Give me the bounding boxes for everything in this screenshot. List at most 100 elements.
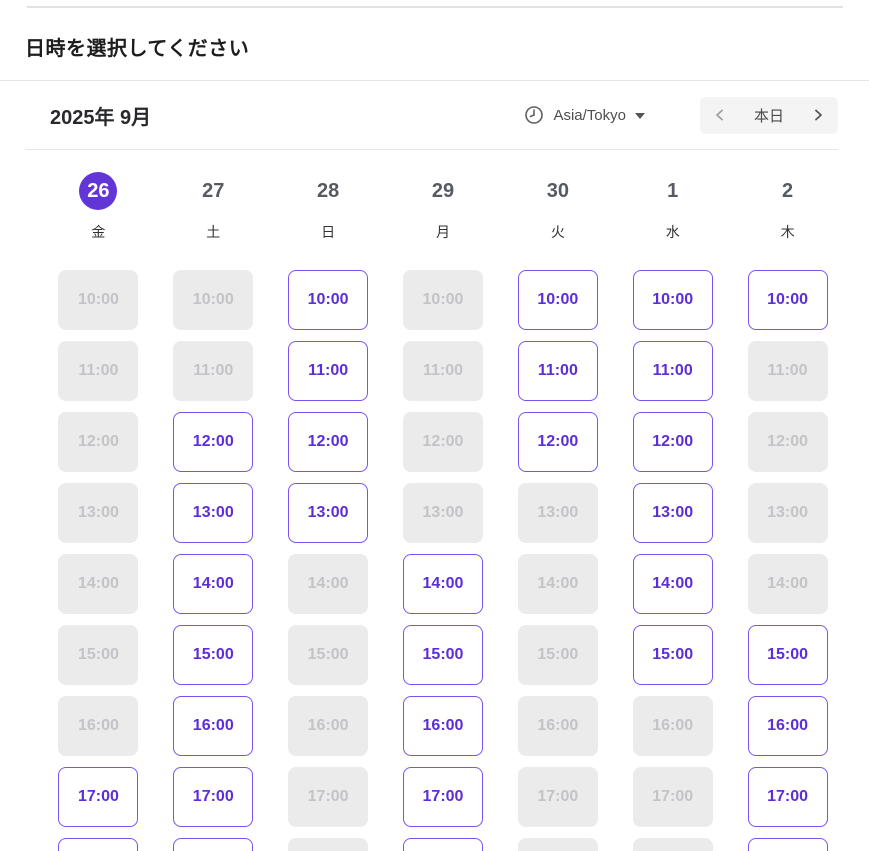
time-slot-disabled: 16:00 [58, 696, 139, 756]
day-number-selected[interactable]: 26 [79, 172, 118, 210]
day-header[interactable]: 27 土 [156, 172, 271, 242]
weekday-label: 土 [206, 224, 221, 240]
time-slot-disabled: 12:00 [747, 412, 828, 472]
timezone-label: Asia/Tokyo [553, 106, 626, 124]
booking-widget: 日時を選択してください 2025年 9月 Asia/Tokyo [0, 6, 869, 851]
weekday-label: 金 [91, 224, 106, 240]
time-slot-disabled: 11:00 [747, 341, 828, 401]
day-header[interactable]: 26 金 [41, 172, 156, 242]
time-slot-disabled: 18:00 [517, 838, 598, 851]
time-slot-disabled: 13:00 [517, 483, 598, 543]
chevron-down-icon [635, 113, 645, 119]
time-slot-button[interactable]: 16:00 [173, 696, 254, 756]
time-slot-button[interactable]: 15:00 [747, 625, 828, 685]
time-slot-button[interactable]: 16:00 [402, 696, 483, 756]
time-slot-button[interactable]: 15:00 [402, 625, 483, 685]
time-slot-button[interactable]: 10:00 [288, 270, 369, 330]
time-slot-disabled: 10:00 [402, 270, 483, 330]
time-slot-disabled: 14:00 [288, 554, 369, 614]
time-slot-disabled: 11:00 [402, 341, 483, 401]
time-slot-button[interactable]: 15:00 [632, 625, 713, 685]
time-slot-disabled: 14:00 [517, 554, 598, 614]
day-header[interactable]: 28 日 [271, 172, 386, 242]
time-slot-button[interactable]: 18:00 [58, 838, 139, 851]
time-slot-disabled: 12:00 [402, 412, 483, 472]
time-slot-button[interactable]: 18:00 [747, 838, 828, 851]
day-header-row: 26 金 27 土 28 日 29 月 30 火 1 水 2 木 [41, 172, 845, 242]
timezone-selector[interactable]: Asia/Tokyo [524, 105, 645, 125]
time-slot-disabled: 11:00 [58, 341, 139, 401]
time-slot-disabled: 13:00 [58, 483, 139, 543]
time-slot-disabled: 11:00 [173, 341, 254, 401]
time-slot-button[interactable]: 11:00 [288, 341, 369, 401]
time-slot-button[interactable]: 17:00 [747, 767, 828, 827]
time-slot-button[interactable]: 13:00 [173, 483, 254, 543]
header-divider [25, 149, 838, 150]
time-slot-disabled: 14:00 [58, 554, 139, 614]
time-slot-disabled: 13:00 [747, 483, 828, 543]
today-button[interactable]: 本日 [740, 97, 798, 134]
time-slot-button[interactable]: 13:00 [632, 483, 713, 543]
time-slot-disabled: 13:00 [402, 483, 483, 543]
time-slot-button[interactable]: 12:00 [632, 412, 713, 472]
day-number[interactable]: 30 [546, 179, 569, 202]
time-slot-disabled: 12:00 [58, 412, 139, 472]
next-week-button[interactable] [798, 97, 838, 134]
chevron-left-icon [713, 108, 727, 122]
month-label: 2025年 9月 [50, 106, 152, 129]
time-slot-button[interactable]: 16:00 [747, 696, 828, 756]
time-slot-button[interactable]: 12:00 [288, 412, 369, 472]
day-number[interactable]: 2 [782, 179, 794, 202]
time-slot-disabled: 16:00 [632, 696, 713, 756]
time-slot-button[interactable]: 11:00 [517, 341, 598, 401]
clock-icon [524, 105, 544, 125]
time-slot-button[interactable]: 14:00 [402, 554, 483, 614]
time-slot-disabled: 10:00 [58, 270, 139, 330]
top-divider [27, 6, 843, 8]
weekday-label: 木 [780, 224, 795, 240]
time-slot-button[interactable]: 14:00 [173, 554, 254, 614]
time-slot-disabled: 18:00 [288, 838, 369, 851]
day-number[interactable]: 27 [202, 179, 225, 202]
chevron-right-icon [811, 108, 825, 122]
time-slot-disabled: 16:00 [288, 696, 369, 756]
weekday-label: 日 [321, 224, 336, 240]
time-slot-button[interactable]: 13:00 [288, 483, 369, 543]
time-slot-disabled: 17:00 [517, 767, 598, 827]
time-slot-grid: 10:00 10:00 10:00 10:00 10:00 10:00 10:00 11:00… [41, 270, 845, 851]
time-slot-disabled: 17:00 [288, 767, 369, 827]
time-slot-button[interactable]: 17:00 [58, 767, 139, 827]
time-slot-button[interactable]: 17:00 [402, 767, 483, 827]
time-slot-disabled: 14:00 [747, 554, 828, 614]
time-slot-button[interactable]: 14:00 [632, 554, 713, 614]
page-title: 日時を選択してください [25, 38, 250, 60]
day-number[interactable]: 1 [667, 179, 679, 202]
time-slot-disabled: 17:00 [632, 767, 713, 827]
prev-week-button[interactable] [700, 97, 740, 134]
time-slot-button[interactable]: 10:00 [632, 270, 713, 330]
section-divider [0, 80, 869, 81]
time-slot-button[interactable]: 18:00 [402, 838, 483, 851]
weekday-label: 水 [665, 224, 680, 240]
time-slot-button[interactable]: 12:00 [173, 412, 254, 472]
time-slot-button[interactable]: 10:00 [747, 270, 828, 330]
week-navigation: 本日 [700, 96, 838, 134]
time-slot-disabled: 15:00 [58, 625, 139, 685]
time-slot-button[interactable]: 10:00 [517, 270, 598, 330]
weekday-label: 火 [550, 224, 565, 240]
day-header[interactable]: 29 月 [386, 172, 501, 242]
day-number[interactable]: 28 [317, 179, 340, 202]
calendar-header: 2025年 9月 Asia/Tokyo 本日 [0, 81, 869, 149]
time-slot-disabled: 15:00 [517, 625, 598, 685]
time-slot-button[interactable]: 15:00 [173, 625, 254, 685]
day-header[interactable]: 30 火 [500, 172, 615, 242]
day-number[interactable]: 29 [431, 179, 455, 202]
time-slot-button[interactable]: 18:00 [173, 838, 254, 851]
time-slot-button[interactable]: 11:00 [632, 341, 713, 401]
time-slot-disabled: 16:00 [517, 696, 598, 756]
time-slot-button[interactable]: 12:00 [517, 412, 598, 472]
time-slot-button[interactable]: 17:00 [173, 767, 254, 827]
time-slot-disabled: 10:00 [173, 270, 254, 330]
